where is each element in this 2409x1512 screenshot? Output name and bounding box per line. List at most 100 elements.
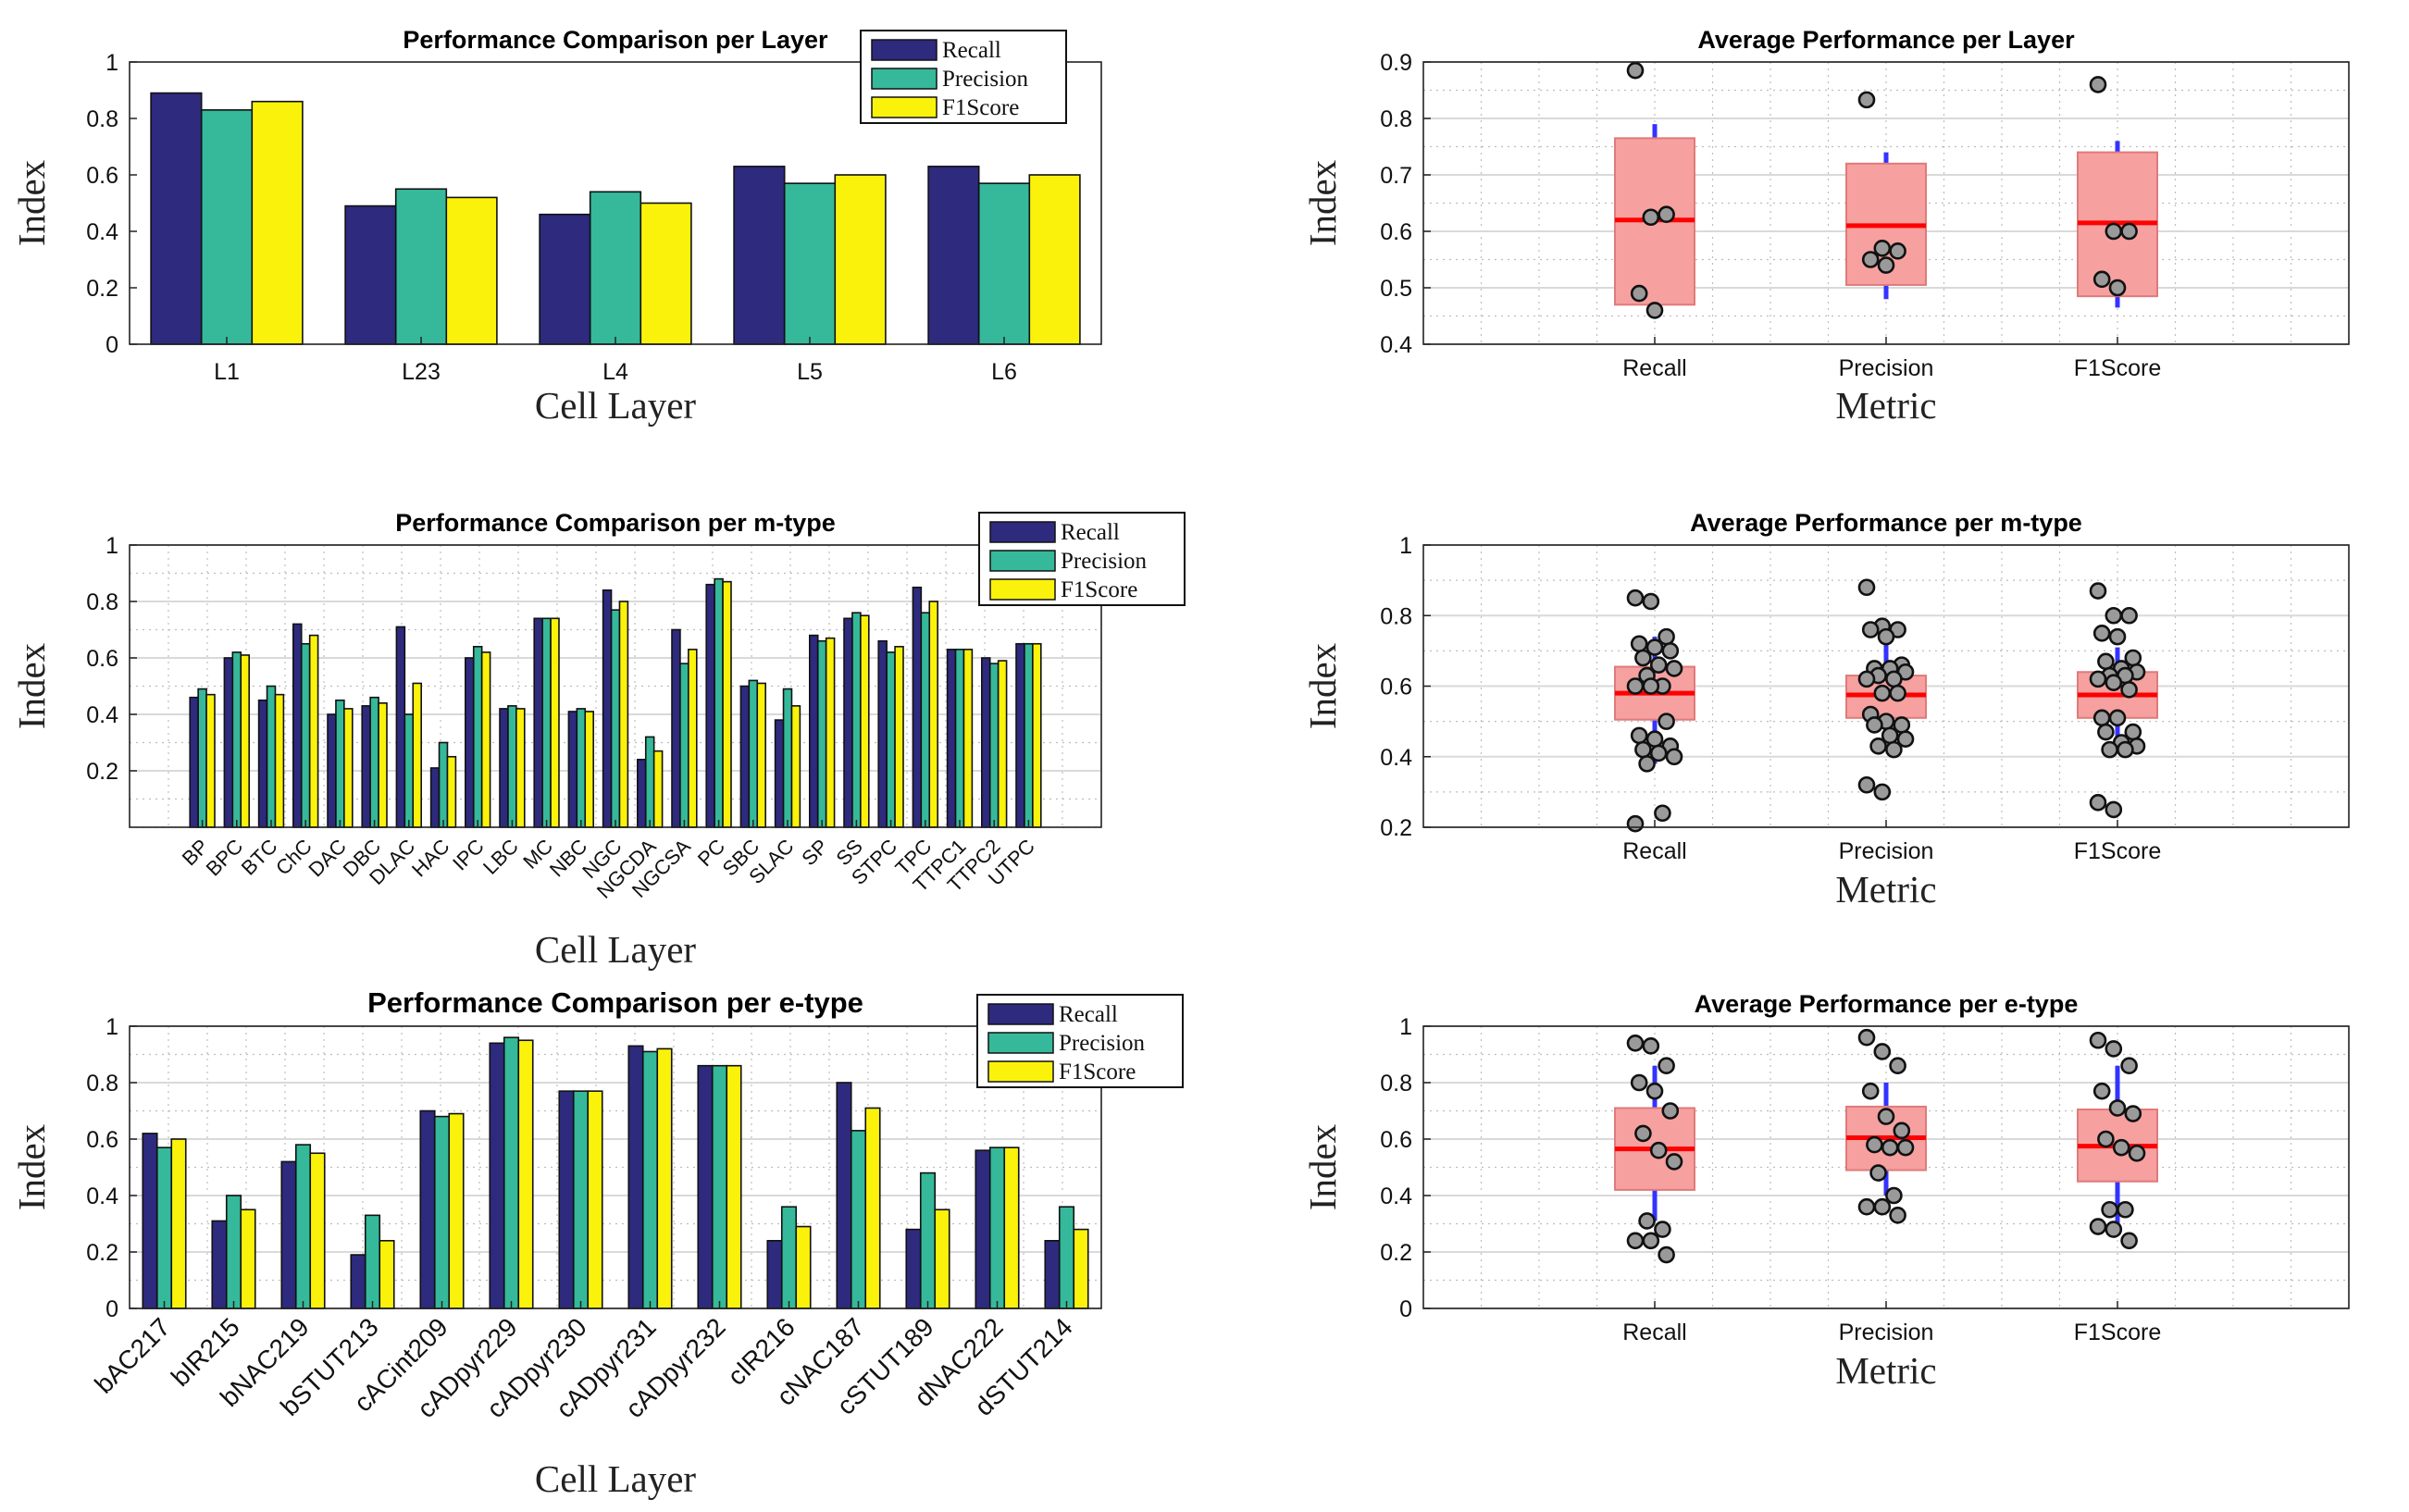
bar-recall [189,696,199,828]
bar-f1score [640,202,692,345]
bar-precision [850,1130,867,1309]
bar-precision [641,1050,659,1309]
bar-precision [394,188,448,345]
legend-swatch-precision [871,68,938,90]
data-point [2120,606,2138,625]
bar-recall [602,589,613,828]
bar-precision [503,1036,520,1309]
bar-recall [697,1064,714,1309]
data-point [1634,740,1652,759]
bar-f1score [240,654,250,828]
bar-f1score [309,1152,326,1309]
bar-recall [327,713,337,828]
bar-f1score [688,649,698,828]
data-point [2108,1099,2127,1117]
bar-precision [977,182,1031,345]
box-recall [1614,1035,1695,1264]
data-point [2092,270,2111,289]
y-tick-label: 0.2 [86,1240,118,1266]
data-point [1645,1082,1664,1100]
bar-f1score [170,1138,187,1309]
data-point [1873,1043,1892,1060]
bar-recall [465,657,475,828]
data-point [1649,744,1668,762]
x-tick-label: L1 [214,359,240,385]
data-point [1658,1057,1675,1074]
bar-f1score [1003,1146,1020,1309]
data-point [1873,239,1892,257]
bar-f1score [550,617,560,828]
legend-label: F1Score [942,95,1019,120]
bar-f1score [860,614,870,828]
data-point [1881,1138,1899,1157]
bar-recall [539,213,591,345]
bar-precision [851,612,862,828]
bar-precision [783,182,837,345]
data-point [1873,783,1892,801]
data-point [1896,730,1915,748]
y-tick-label: 0.4 [86,219,118,245]
bar-precision [197,688,207,828]
data-point [1857,670,1876,688]
bar-recall [489,1042,505,1309]
legend-swatch-f1score [987,1060,1054,1083]
bar-precision [1024,642,1034,828]
bar-f1score [274,693,285,828]
data-point [1861,1082,1880,1100]
x-axis-label: Metric [1835,384,1936,427]
bar-precision [300,642,311,828]
data-point [1658,205,1675,223]
bar-f1score [652,750,664,828]
data-point [1861,621,1880,638]
bar-f1score [480,651,491,828]
box-precision [1845,91,1927,300]
y-tick-label: 0.8 [86,106,118,132]
bar-f1score [864,1107,881,1309]
bar-precision [225,1195,242,1309]
bar-f1score [1028,174,1081,345]
x-tick-label: Recall [1622,355,1686,381]
bar-precision [714,577,724,828]
data-point [1630,284,1648,303]
bar-f1score [517,1039,534,1309]
data-point [1634,649,1652,667]
data-point [2097,652,2115,671]
data-point [1857,1028,1876,1047]
data-point [1626,1232,1645,1250]
bar-f1score [618,601,629,828]
bar-precision [335,699,345,828]
bar-recall [1015,642,1025,828]
y-tick-label: 0.2 [86,276,118,302]
bar-recall [419,1109,436,1309]
data-point [2092,1082,2111,1100]
data-point [1626,1035,1645,1052]
x-tick-label: Recall [1622,1320,1686,1345]
bar-f1score [379,1240,395,1309]
bar-recall [705,583,715,828]
bar-recall [733,166,786,345]
legend-label: Precision [1059,1031,1146,1056]
y-tick-label: 0.2 [1380,815,1412,841]
y-tick-label: 1 [1399,533,1412,559]
bar-precision [433,1115,451,1309]
bar-recall [912,586,923,828]
data-point [2120,1232,2138,1250]
data-point [1642,1232,1660,1250]
data-point [2117,1200,2134,1219]
bar-f1score [308,634,319,828]
y-axis-label: Index [10,160,53,246]
x-tick-label: ChC [271,835,317,880]
y-tick-label: 0.4 [1380,332,1412,358]
axes-frame [1422,544,2350,828]
data-point [2112,1138,2130,1157]
bar_layer-chart: 0 0.2 0.4 0.6 0.8 1 Performance Comparison per… [10,26,1102,427]
bar-recall [223,657,234,828]
bar-precision [541,617,552,828]
y-axis-label: Index [1301,643,1344,729]
bar-precision [576,708,587,828]
data-point [2128,1144,2146,1162]
y-tick-label: 0.8 [1380,106,1412,132]
legend-label: Recall [1059,1002,1118,1027]
data-point [2092,709,2111,727]
bar-precision [988,1146,1006,1309]
